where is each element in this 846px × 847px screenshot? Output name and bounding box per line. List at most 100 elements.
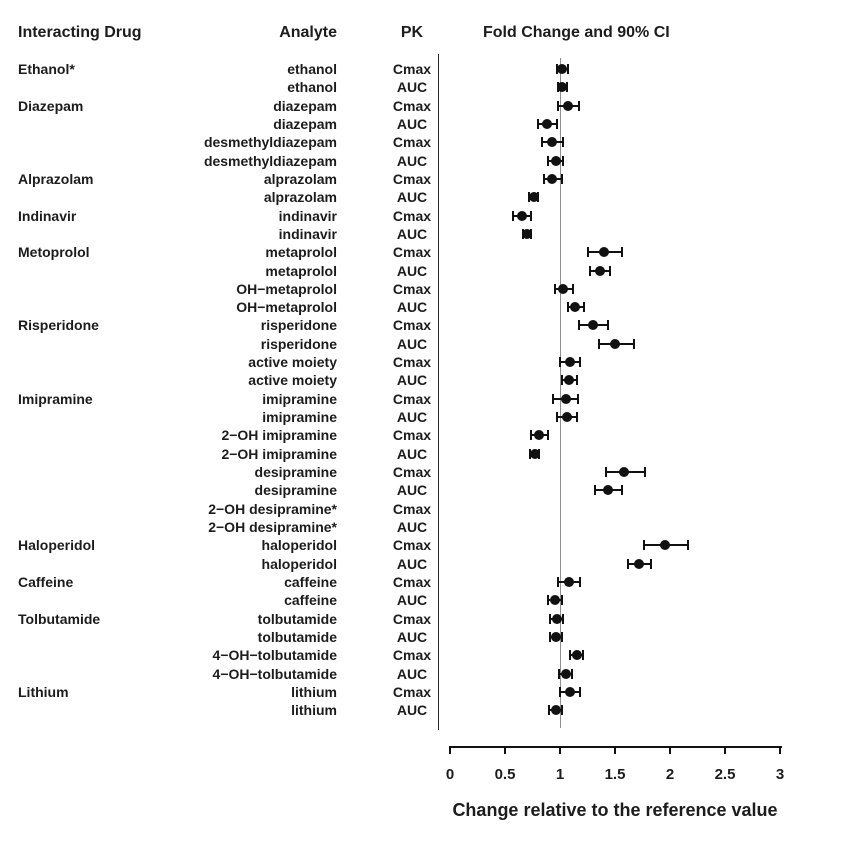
data-point — [659, 540, 670, 551]
ci-cap-right — [650, 558, 653, 569]
row-analyte-label: desipramine — [254, 464, 337, 481]
x-axis-tick — [724, 746, 726, 754]
ci-cap-left — [577, 320, 580, 331]
row-drug-label: Caffeine — [18, 573, 74, 590]
ci-cap-left — [553, 283, 556, 294]
ci-cap-right — [561, 631, 564, 642]
data-point — [549, 595, 560, 606]
ci-cap-left — [642, 540, 645, 551]
ci-cap-right — [575, 375, 578, 386]
data-point — [516, 210, 527, 221]
row-analyte-label: metaprolol — [265, 244, 337, 261]
row-analyte-label: 2−OH desipramine* — [208, 500, 337, 517]
row-pk-label: AUC — [396, 299, 428, 316]
ci-cap-left — [556, 100, 559, 111]
ci-cap-left — [537, 118, 539, 129]
ci-cap-right — [608, 265, 611, 276]
data-point — [534, 430, 545, 441]
row-pk-label: Cmax — [392, 244, 432, 261]
ci-cap-left — [594, 485, 597, 496]
row-pk-label: Cmax — [392, 573, 432, 590]
ci-cap-right — [583, 302, 586, 313]
row-analyte-label: caffeine — [284, 592, 337, 609]
ci-cap-left — [549, 613, 552, 624]
ci-cap-right — [561, 173, 564, 184]
row-analyte-label: active moiety — [248, 372, 337, 389]
data-point — [547, 137, 558, 148]
row-pk-label: Cmax — [392, 354, 432, 371]
row-analyte-label: caffeine — [284, 573, 337, 590]
row-pk-label: Cmax — [392, 683, 432, 700]
row-drug-label: Metoprolol — [18, 244, 90, 261]
data-point — [594, 265, 605, 276]
row-pk-label: AUC — [396, 189, 428, 206]
row-pk-label: AUC — [396, 79, 428, 96]
row-pk-label: AUC — [396, 152, 428, 169]
ci-cap-right — [578, 357, 581, 368]
row-analyte-label: risperidone — [260, 335, 337, 352]
row-pk-label: Cmax — [392, 464, 432, 481]
row-analyte-label: desipramine — [254, 482, 337, 499]
row-analyte-label: active moiety — [248, 354, 337, 371]
data-point — [564, 686, 575, 697]
data-point — [618, 467, 629, 478]
data-point — [550, 631, 561, 642]
ci-cap-right — [576, 393, 579, 404]
row-analyte-label: 2−OH imipramine — [221, 445, 337, 462]
data-point — [560, 393, 571, 404]
row-analyte-label: metaprolol — [265, 262, 337, 279]
ci-cap-left — [627, 558, 630, 569]
x-axis-tick — [669, 746, 671, 754]
row-pk-label: Cmax — [392, 647, 432, 664]
data-point — [634, 558, 645, 569]
ci-cap-right — [562, 613, 565, 624]
ci-cap-left — [530, 430, 533, 441]
ci-cap-right — [562, 137, 565, 148]
ci-cap-right — [632, 338, 635, 349]
row-pk-label: Cmax — [392, 427, 432, 444]
row-pk-label: Cmax — [392, 500, 432, 517]
x-axis-line — [450, 746, 782, 748]
row-analyte-label: 4−OH−tolbutamide — [212, 647, 337, 664]
row-analyte-label: haloperidol — [261, 537, 337, 554]
data-point — [603, 485, 614, 496]
ci-cap-right — [530, 210, 533, 221]
x-axis-tick-label: 3 — [775, 766, 785, 783]
x-axis-tick-label: 0 — [445, 766, 455, 783]
x-axis-tick-label: 1.5 — [604, 766, 626, 783]
row-analyte-label: alprazolam — [263, 170, 337, 187]
ci-cap-right — [577, 100, 580, 111]
ci-cap-right — [620, 247, 623, 258]
row-pk-label: AUC — [396, 665, 428, 682]
row-pk-label: Cmax — [392, 537, 432, 554]
row-analyte-label: diazepam — [273, 115, 337, 132]
ci-cap-right — [607, 320, 610, 331]
row-pk-label: AUC — [396, 445, 428, 462]
data-point — [563, 375, 574, 386]
data-point — [563, 576, 574, 587]
row-analyte-label: risperidone — [260, 317, 337, 334]
data-point — [562, 100, 573, 111]
row-pk-label: Cmax — [392, 610, 432, 627]
ci-cap-left — [586, 247, 589, 258]
row-drug-label: Diazepam — [18, 97, 84, 114]
ci-cap-right — [575, 412, 578, 423]
row-analyte-label: OH−metaprolol — [236, 280, 337, 297]
ci-cap-right — [572, 283, 575, 294]
row-analyte-label: 2−OH imipramine — [221, 427, 337, 444]
data-point — [550, 705, 561, 716]
row-pk-label: Cmax — [392, 170, 432, 187]
data-point — [541, 118, 552, 129]
data-point — [528, 192, 539, 203]
ci-cap-left — [541, 137, 544, 148]
row-pk-label: AUC — [396, 372, 428, 389]
row-analyte-label: 4−OH−tolbutamide — [212, 665, 337, 682]
row-pk-label: Cmax — [392, 134, 432, 151]
row-drug-label: Indinavir — [18, 207, 77, 224]
row-pk-label: AUC — [396, 702, 428, 719]
ci-cap-right — [686, 540, 689, 551]
row-analyte-label: alprazolam — [263, 189, 337, 206]
row-drug-label: Haloperidol — [18, 537, 96, 554]
column-separator-line — [438, 54, 439, 730]
